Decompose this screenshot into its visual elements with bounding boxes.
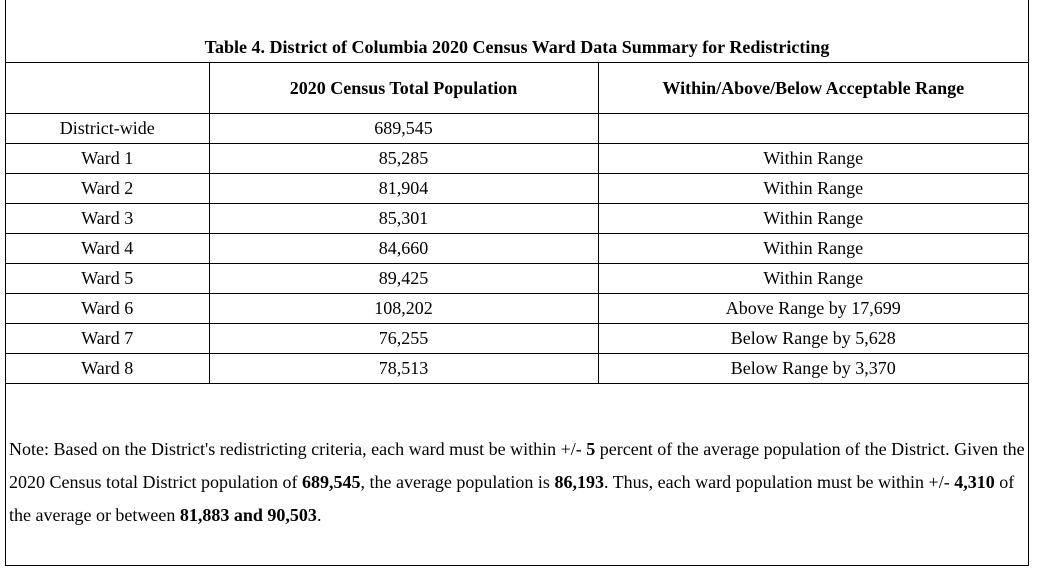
table-header-row: 2020 Census Total Population Within/Abov… (6, 62, 1028, 114)
row-range: Within Range (597, 173, 1028, 204)
row-population: 85,301 (208, 203, 599, 234)
note-percent: 5 (586, 439, 596, 459)
table-row: Ward 6 108,202 Above Range by 17,699 (6, 293, 1028, 324)
row-range (597, 113, 1028, 144)
note-text: , the average population is (360, 472, 555, 492)
table-note: Note: Based on the District's redistrict… (6, 433, 1027, 532)
row-population: 84,660 (208, 233, 599, 264)
row-name: Ward 2 (6, 173, 210, 204)
row-range: Within Range (597, 203, 1028, 234)
table-row: Ward 4 84,660 Within Range (6, 233, 1028, 264)
row-range: Within Range (597, 143, 1028, 174)
table-row: Ward 2 81,904 Within Range (6, 173, 1028, 204)
row-range: Below Range by 5,628 (597, 323, 1028, 354)
table-title: Table 4. District of Columbia 2020 Censu… (6, 31, 1028, 63)
header-range: Within/Above/Below Acceptable Range (597, 62, 1028, 114)
note-range-bounds: 81,883 and 90,503 (179, 505, 317, 525)
row-range: Below Range by 3,370 (597, 353, 1028, 384)
note-average-population: 86,193 (554, 472, 604, 492)
row-population: 81,904 (208, 173, 599, 204)
note-total-population: 689,545 (301, 472, 361, 492)
note-text: . Thus, each ward population must be wit… (603, 472, 955, 492)
row-name: Ward 7 (6, 323, 210, 354)
row-range: Within Range (597, 263, 1028, 294)
note-text: percent of the average population of the… (9, 439, 1025, 492)
row-population: 76,255 (208, 323, 599, 354)
table-row: Ward 7 76,255 Below Range by 5,628 (6, 323, 1028, 354)
table-row: Ward 5 89,425 Within Range (6, 263, 1028, 294)
table-row: District-wide 689,545 (6, 113, 1028, 144)
header-ward (6, 62, 210, 114)
table-row: Ward 8 78,513 Below Range by 3,370 (6, 353, 1028, 384)
row-name: Ward 5 (6, 263, 210, 294)
note-text: of the average or between (9, 472, 1015, 525)
row-name: District-wide (6, 113, 210, 144)
row-population: 89,425 (208, 263, 599, 294)
row-range: Within Range (597, 233, 1028, 264)
table-document: Table 4. District of Columbia 2020 Censu… (5, 0, 1029, 566)
table-row: Ward 1 85,285 Within Range (6, 143, 1028, 174)
header-population: 2020 Census Total Population (208, 62, 599, 114)
row-population: 78,513 (208, 353, 599, 384)
row-range: Above Range by 17,699 (597, 293, 1028, 324)
note-text: . (316, 505, 322, 525)
note-tolerance: 4,310 (954, 472, 995, 492)
row-name: Ward 4 (6, 233, 210, 264)
row-population: 85,285 (208, 143, 599, 174)
row-population: 689,545 (208, 113, 599, 144)
note-text: Note: Based on the District's redistrict… (9, 439, 587, 459)
row-population: 108,202 (208, 293, 599, 324)
ward-data-table: 2020 Census Total Population Within/Abov… (6, 62, 1028, 384)
table-row: Ward 3 85,301 Within Range (6, 203, 1028, 234)
row-name: Ward 3 (6, 203, 210, 234)
row-name: Ward 6 (6, 293, 210, 324)
row-name: Ward 1 (6, 143, 210, 174)
row-name: Ward 8 (6, 353, 210, 384)
